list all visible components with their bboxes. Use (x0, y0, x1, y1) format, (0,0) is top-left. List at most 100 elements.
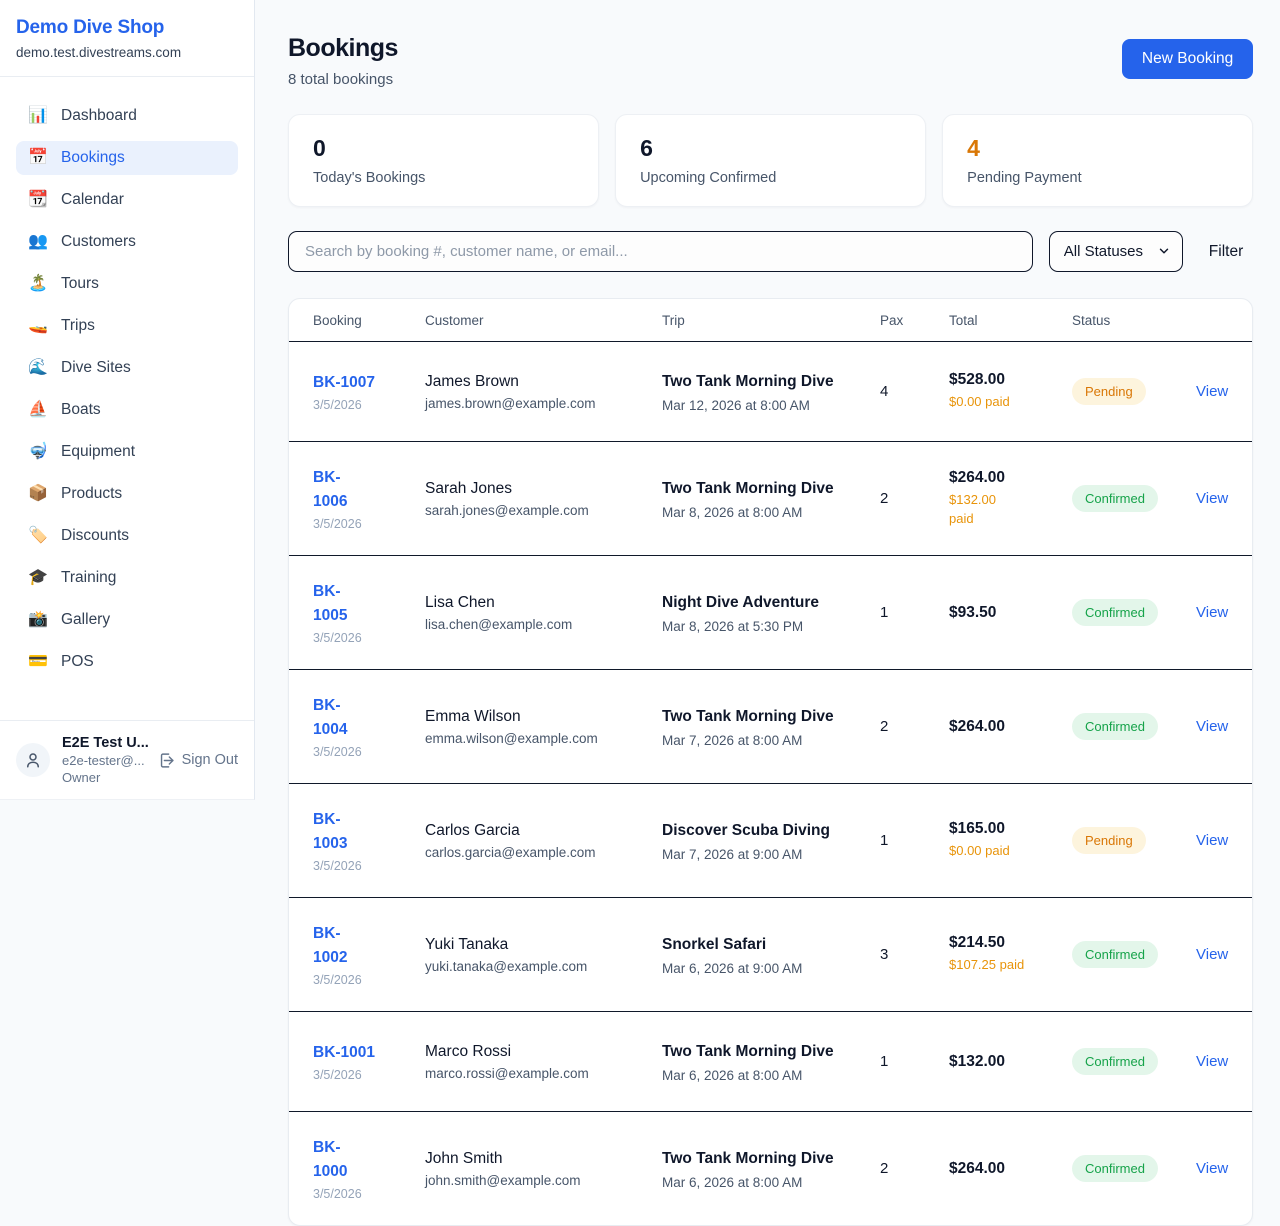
status-badge: Confirmed (1072, 1048, 1158, 1076)
stat-card-upcoming-confirmed: 6 Upcoming Confirmed (615, 114, 927, 207)
total-cell: $264.00 (949, 1160, 1072, 1178)
booking-created-date: 3/5/2026 (313, 517, 362, 532)
view-link[interactable]: View (1196, 1052, 1229, 1070)
sidebar-item-gallery[interactable]: 📸 Gallery (16, 603, 238, 637)
sidebar-item-bookings[interactable]: 📅 Bookings (16, 141, 238, 175)
view-link[interactable]: View (1196, 945, 1229, 963)
total-amount: $264.00 (949, 717, 1006, 735)
sidebar-item-label: Dashboard (61, 107, 137, 124)
sidebar-item-trips[interactable]: 🚤 Trips (16, 309, 238, 343)
booking-cell: BK- 1000 3/5/2026 (313, 1136, 425, 1201)
sidebar-item-label: Dive Sites (61, 359, 131, 376)
brand-name[interactable]: Demo Dive Shop (16, 17, 165, 38)
table-row: BK-1001 3/5/2026 Marco Rossi marco.rossi… (289, 1011, 1253, 1111)
view-link[interactable]: View (1196, 831, 1229, 849)
pax-cell: 4 (880, 383, 889, 400)
booking-created-date: 3/5/2026 (313, 745, 362, 760)
trip-name: Two Tank Morning Dive (662, 708, 834, 726)
actions-cell: View (1196, 946, 1228, 964)
sidebar-item-boats[interactable]: ⛵ Boats (16, 393, 238, 427)
filter-button[interactable]: Filter (1199, 243, 1253, 261)
customer-email: john.smith@example.com (425, 1172, 581, 1188)
pax-cell: 1 (880, 1053, 889, 1071)
table-row: BK- 1000 3/5/2026 John Smith john.smith@… (289, 1111, 1253, 1225)
paid-amount: $107.25 paid (949, 957, 1025, 973)
booking-id-link[interactable]: BK-1001 (313, 1044, 376, 1062)
sign-out-label: Sign Out (181, 752, 238, 768)
booking-id-link[interactable]: BK- 1000 (313, 1139, 348, 1181)
booking-created-date: 3/5/2026 (313, 1068, 362, 1083)
status-select[interactable]: All Statuses (1048, 231, 1183, 272)
customer-cell: James Brown james.brown@example.com (425, 373, 662, 411)
customer-cell: Marco Rossi marco.rossi@example.com (425, 1043, 662, 1081)
booking-cell: BK- 1004 3/5/2026 (313, 694, 425, 759)
sidebar-item-equipment[interactable]: 🤿 Equipment (16, 435, 238, 469)
trip-date: Mar 8, 2026 at 8:00 AM (662, 505, 803, 521)
sidebar-item-dashboard[interactable]: 📊 Dashboard (16, 99, 238, 133)
booking-id-link[interactable]: BK- 1003 (313, 811, 348, 853)
booking-cell: BK- 1005 3/5/2026 (313, 580, 425, 645)
booking-id-link[interactable]: BK-1007 (313, 373, 376, 391)
total-amount: $528.00 (949, 371, 1006, 389)
sidebar-item-tours[interactable]: 🏝️ Tours (16, 267, 238, 301)
new-booking-button[interactable]: New Booking (1121, 39, 1254, 79)
total-cell: $214.50 $107.25 paid (949, 934, 1072, 975)
sidebar-item-pos[interactable]: 💳 POS (16, 645, 238, 679)
paid-amount: $0.00 paid (949, 394, 1010, 410)
sidebar-item-label: Discounts (61, 527, 130, 544)
training-icon: 🎓 (28, 569, 48, 586)
sidebar-nav: 📊 Dashboard 📅 Bookings 📆 Calendar 👥 Cust… (0, 77, 254, 720)
sidebar-item-calendar[interactable]: 📆 Calendar (16, 183, 238, 217)
view-link[interactable]: View (1196, 489, 1229, 507)
trip-date: Mar 6, 2026 at 8:00 AM (662, 1175, 803, 1191)
sidebar: Demo Dive Shop demo.test.divestreams.com… (0, 0, 255, 800)
table-row: BK- 1005 3/5/2026 Lisa Chen lisa.chen@ex… (289, 555, 1253, 669)
customer-name: Emma Wilson (425, 707, 521, 725)
view-link[interactable]: View (1196, 717, 1229, 735)
brand[interactable]: Demo Dive Shop demo.test.divestreams.com (0, 0, 254, 77)
sidebar-item-products[interactable]: 📦 Products (16, 477, 238, 511)
status-select-wrap: All Statuses (1048, 231, 1183, 272)
status-badge: Confirmed (1072, 485, 1158, 513)
view-link[interactable]: View (1196, 382, 1229, 400)
booking-id-link[interactable]: BK- 1002 (313, 925, 348, 967)
sign-out-button[interactable]: Sign Out (158, 752, 238, 769)
search-input[interactable] (288, 231, 1033, 272)
total-amount: $214.50 (949, 934, 1006, 952)
sidebar-item-training[interactable]: 🎓 Training (16, 561, 238, 595)
booking-id-link[interactable]: BK- 1005 (313, 583, 348, 625)
total-cell: $165.00 $0.00 paid (949, 820, 1072, 861)
stat-label: Today's Bookings (313, 170, 426, 186)
page-title: Bookings (288, 34, 398, 62)
booking-id-link[interactable]: BK- 1004 (313, 697, 348, 739)
status-badge: Confirmed (1072, 599, 1158, 627)
brand-domain: demo.test.divestreams.com (16, 45, 182, 60)
column-header-pax: Pax (880, 313, 904, 328)
trip-cell: Two Tank Morning Dive Mar 7, 2026 at 8:0… (662, 705, 880, 748)
sidebar-item-label: Boats (61, 401, 101, 418)
view-link[interactable]: View (1196, 1159, 1229, 1177)
view-link[interactable]: View (1196, 603, 1229, 621)
bookings-icon: 📅 (28, 149, 48, 166)
total-cell: $93.50 (949, 604, 1072, 622)
pax-cell: 1 (880, 604, 889, 622)
user-name: E2E Test U... (62, 735, 149, 751)
booking-id-link[interactable]: BK- 1006 (313, 469, 348, 511)
trip-name: Snorkel Safari (662, 936, 767, 954)
booking-created-date: 3/5/2026 (313, 398, 362, 412)
actions-cell: View (1196, 604, 1228, 622)
status-cell: Pending (1072, 827, 1196, 855)
status-badge: Confirmed (1072, 1155, 1158, 1183)
total-amount: $264.00 (949, 468, 1006, 486)
trip-cell: Two Tank Morning Dive Mar 6, 2026 at 8:0… (662, 1040, 880, 1083)
sidebar-item-discounts[interactable]: 🏷️ Discounts (16, 519, 238, 553)
stat-value: 6 (640, 135, 653, 161)
sidebar-item-customers[interactable]: 👥 Customers (16, 225, 238, 259)
sidebar-item-label: Training (61, 569, 117, 586)
customer-cell: Emma Wilson emma.wilson@example.com (425, 708, 662, 746)
trip-date: Mar 8, 2026 at 5:30 PM (662, 619, 804, 635)
products-icon: 📦 (28, 485, 48, 502)
booking-created-date: 3/5/2026 (313, 859, 362, 874)
customer-email: carlos.garcia@example.com (425, 844, 596, 860)
sidebar-item-dive-sites[interactable]: 🌊 Dive Sites (16, 351, 238, 385)
